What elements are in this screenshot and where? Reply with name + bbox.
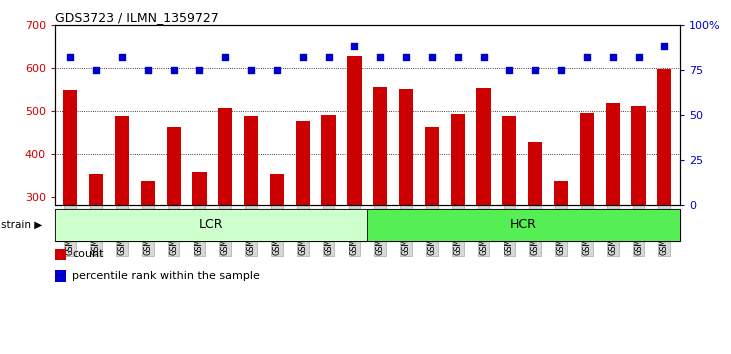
- Point: [219, 55, 231, 60]
- Point: [400, 55, 412, 60]
- Point: [142, 67, 154, 73]
- Bar: [450, 114, 465, 205]
- Bar: [367, 209, 680, 241]
- Bar: [657, 69, 672, 205]
- Point: [246, 67, 257, 73]
- Text: strain ▶: strain ▶: [1, 220, 42, 230]
- Point: [426, 55, 438, 60]
- Point: [64, 55, 76, 60]
- Point: [477, 55, 489, 60]
- Bar: [55, 209, 367, 241]
- Point: [297, 55, 308, 60]
- Bar: [140, 181, 155, 205]
- Bar: [115, 116, 129, 205]
- Point: [271, 67, 283, 73]
- Point: [607, 55, 618, 60]
- Bar: [295, 121, 310, 205]
- Bar: [89, 173, 103, 205]
- Point: [581, 55, 593, 60]
- Point: [323, 55, 335, 60]
- Bar: [218, 108, 232, 205]
- Point: [555, 67, 567, 73]
- Bar: [399, 89, 413, 205]
- Bar: [167, 127, 181, 205]
- Bar: [605, 103, 620, 205]
- Bar: [270, 173, 284, 205]
- Point: [529, 67, 541, 73]
- Point: [91, 67, 102, 73]
- Bar: [244, 116, 258, 205]
- Bar: [632, 107, 645, 205]
- Text: count: count: [72, 250, 104, 259]
- Bar: [55, 249, 66, 261]
- Bar: [580, 113, 594, 205]
- Text: HCR: HCR: [510, 218, 537, 231]
- Bar: [477, 87, 491, 205]
- Bar: [192, 172, 207, 205]
- Bar: [554, 181, 568, 205]
- Point: [452, 55, 463, 60]
- Point: [632, 55, 644, 60]
- Point: [349, 44, 360, 49]
- Point: [168, 67, 180, 73]
- Text: LCR: LCR: [199, 218, 224, 231]
- Bar: [425, 127, 439, 205]
- Bar: [373, 87, 387, 205]
- Point: [116, 55, 128, 60]
- Bar: [502, 116, 517, 205]
- Bar: [55, 270, 66, 282]
- Point: [374, 55, 386, 60]
- Point: [504, 67, 515, 73]
- Bar: [347, 56, 362, 205]
- Bar: [63, 90, 77, 205]
- Bar: [528, 142, 542, 205]
- Point: [659, 44, 670, 49]
- Text: GDS3723 / ILMN_1359727: GDS3723 / ILMN_1359727: [55, 11, 219, 24]
- Bar: [322, 115, 336, 205]
- Point: [194, 67, 205, 73]
- Text: percentile rank within the sample: percentile rank within the sample: [72, 271, 260, 281]
